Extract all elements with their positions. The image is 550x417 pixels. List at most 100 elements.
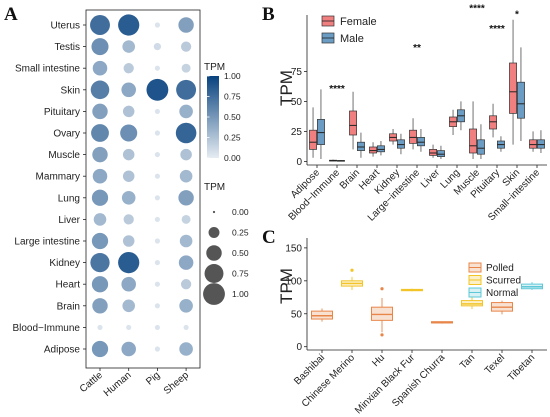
dot-blood-immune-sheep xyxy=(183,324,189,330)
box-female-liver xyxy=(429,149,437,156)
dot-mammary-cattle xyxy=(92,168,108,184)
dot-mammary-sheep xyxy=(179,169,193,183)
dot-kidney-cattle xyxy=(90,252,110,273)
column-label-pig: Pig xyxy=(144,370,162,388)
panel-c-y-tick-label: 100 xyxy=(285,276,302,287)
dot-ovary-cattle xyxy=(91,124,109,142)
legend-label-scurred: Scurred xyxy=(486,276,521,287)
box-female-small-intestine xyxy=(529,139,537,149)
color-legend-title: TPM xyxy=(204,62,225,73)
panel-c-x-label-hu: Hu xyxy=(370,352,387,369)
box-male-brain xyxy=(357,141,365,151)
panel-c-y-tick-label: 0 xyxy=(296,342,302,353)
panel-a-legends: TPM TPM 1.00 0.75 0.50 0.25 0.00 0.00 0.25 0.50… xyxy=(203,62,249,305)
significance-large-intestine: ** xyxy=(413,43,421,54)
panel-b-y-tick-label: 75 xyxy=(291,67,303,78)
significance-blood-immune: **** xyxy=(329,84,345,95)
dot-small-intestine-cattle xyxy=(92,60,108,76)
box-male-muscle xyxy=(477,139,485,155)
dot-kidney-human xyxy=(118,251,140,274)
size-legend-label: 0.50 xyxy=(232,248,249,258)
box-female-large-intestine xyxy=(409,129,417,144)
box-female-adipose xyxy=(309,129,317,150)
panel-c-y-tick-label: 50 xyxy=(291,309,303,320)
dot-uterus-human xyxy=(118,14,140,36)
dot-lung-cattle xyxy=(91,189,109,206)
box-hu-outlier xyxy=(380,287,384,291)
panel-b-y-tick-label: 0 xyxy=(296,157,302,168)
dot-blood-immune-pig xyxy=(154,324,160,330)
dot-brain-human xyxy=(122,299,135,313)
row-label-mammary: Mammary xyxy=(36,172,80,183)
size-legend-dot xyxy=(204,264,224,283)
legend-label-normal: Normal xyxy=(486,288,518,299)
panel-c-y-tick-label: 150 xyxy=(285,243,302,254)
column-label-human: Human xyxy=(102,370,134,399)
size-legend-dot xyxy=(203,283,225,305)
panel-c-y-label: TPM xyxy=(277,268,296,304)
dot-mammary-pig xyxy=(154,173,160,179)
dot-liver-cattle xyxy=(93,213,107,226)
row-label-lung: Lung xyxy=(58,193,80,204)
box-female-heart xyxy=(369,146,377,154)
dot-lung-pig xyxy=(154,195,160,201)
dot-ovary-sheep xyxy=(175,122,197,144)
dot-skin-human xyxy=(121,82,136,98)
panel-c-x-label-texel: Texel xyxy=(483,352,507,376)
dot-blood-immune-human xyxy=(126,324,132,330)
dot-heart-pig xyxy=(154,281,160,287)
dot-pituitary-human xyxy=(122,105,135,118)
box-male-adipose xyxy=(317,119,325,145)
panel-b-y-label: TPM xyxy=(277,70,296,106)
row-label-ovary: Ovary xyxy=(53,129,80,140)
dot-pituitary-cattle xyxy=(92,103,108,120)
panel-c-x-label-tan: Tan xyxy=(458,352,477,371)
box-male-large-intestine xyxy=(417,137,425,147)
dot-brain-pig xyxy=(154,303,160,309)
dot-blood-immune-cattle xyxy=(97,324,103,330)
color-legend-tick: 1.00 xyxy=(224,71,241,81)
size-legend-dot xyxy=(208,227,220,238)
significance-muscle: **** xyxy=(469,3,485,14)
size-legend-label: 1.00 xyxy=(232,289,249,299)
row-label-kidney: Kidney xyxy=(49,258,80,269)
dot-large-intestine-cattle xyxy=(91,232,109,250)
panel-b-x-label-brain: Brain xyxy=(338,167,362,191)
panel-c-x-label-chinese-merino: Chinese Merino xyxy=(300,352,358,410)
size-legend-title: TPM xyxy=(204,182,225,193)
dot-large-intestine-pig xyxy=(154,238,160,244)
dot-ovary-pig xyxy=(154,130,160,136)
dot-small-intestine-sheep xyxy=(181,63,191,73)
dot-liver-pig xyxy=(154,216,160,222)
dot-testis-cattle xyxy=(91,38,109,56)
panel-b-boxplot: TPM 0255075AdiposeBlood−ImmuneBrainHeart… xyxy=(277,3,547,224)
dot-brain-sheep xyxy=(179,298,193,313)
dot-small-intestine-pig xyxy=(154,65,160,71)
dot-adipose-cattle xyxy=(91,340,109,358)
dot-lung-sheep xyxy=(178,190,194,206)
box-female-skin xyxy=(509,62,517,114)
row-label-blood-immune: Blood−Immune xyxy=(12,323,80,334)
row-label-pituitary: Pituitary xyxy=(44,107,80,118)
row-label-uterus: Uterus xyxy=(51,21,80,32)
box-male-liver xyxy=(437,150,445,157)
row-label-large-intestine: Large intestine xyxy=(14,237,80,248)
row-label-muscle: Muscle xyxy=(48,150,80,161)
dot-liver-human xyxy=(123,214,134,225)
dot-pituitary-sheep xyxy=(179,104,193,119)
color-legend-tick: 0.00 xyxy=(224,153,241,163)
box-male-small-intestine xyxy=(537,139,545,149)
row-label-liver: Liver xyxy=(58,215,80,226)
dot-testis-human xyxy=(122,40,135,53)
dot-large-intestine-sheep xyxy=(179,234,193,248)
legend-label-polled: Polled xyxy=(486,263,514,274)
panel-a-dotplot: Uterus Testis Small intestine Skin Pituitary… xyxy=(12,9,201,399)
size-legend-dot xyxy=(212,210,216,214)
dot-muscle-human xyxy=(122,148,135,161)
dot-kidney-pig xyxy=(154,260,160,266)
dot-kidney-sheep xyxy=(178,255,194,270)
dot-muscle-pig xyxy=(154,152,160,158)
panel-c-x-label-spanish-churra: Spanish Churra xyxy=(390,352,447,409)
